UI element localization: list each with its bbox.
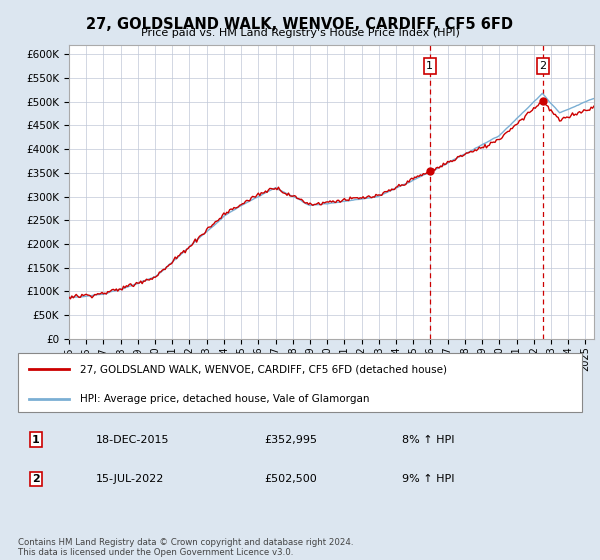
Text: £352,995: £352,995 — [264, 435, 317, 445]
Text: 1: 1 — [426, 61, 433, 71]
Text: Contains HM Land Registry data © Crown copyright and database right 2024.
This d: Contains HM Land Registry data © Crown c… — [18, 538, 353, 557]
Text: 9% ↑ HPI: 9% ↑ HPI — [402, 474, 455, 484]
Text: 18-DEC-2015: 18-DEC-2015 — [96, 435, 170, 445]
Text: 27, GOLDSLAND WALK, WENVOE, CARDIFF, CF5 6FD: 27, GOLDSLAND WALK, WENVOE, CARDIFF, CF5… — [86, 17, 514, 32]
Text: £502,500: £502,500 — [264, 474, 317, 484]
Text: 2: 2 — [539, 61, 547, 71]
Text: 1: 1 — [32, 435, 40, 445]
Text: 2: 2 — [32, 474, 40, 484]
FancyBboxPatch shape — [18, 353, 582, 412]
Text: Price paid vs. HM Land Registry's House Price Index (HPI): Price paid vs. HM Land Registry's House … — [140, 28, 460, 38]
Text: 27, GOLDSLAND WALK, WENVOE, CARDIFF, CF5 6FD (detached house): 27, GOLDSLAND WALK, WENVOE, CARDIFF, CF5… — [80, 364, 447, 374]
Text: HPI: Average price, detached house, Vale of Glamorgan: HPI: Average price, detached house, Vale… — [80, 394, 370, 404]
Text: 8% ↑ HPI: 8% ↑ HPI — [402, 435, 455, 445]
Text: 15-JUL-2022: 15-JUL-2022 — [96, 474, 164, 484]
